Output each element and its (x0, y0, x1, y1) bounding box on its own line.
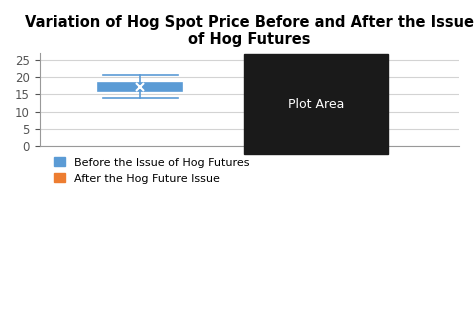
Title: Variation of Hog Spot Price Before and After the Issue
of Hog Futures: Variation of Hog Spot Price Before and A… (25, 15, 474, 47)
Legend: Before the Issue of Hog Futures, After the Hog Future Issue: Before the Issue of Hog Futures, After t… (54, 157, 249, 184)
Text: Plot Area: Plot Area (288, 98, 345, 111)
Bar (98, 83, 182, 91)
Bar (266, 112, 350, 120)
